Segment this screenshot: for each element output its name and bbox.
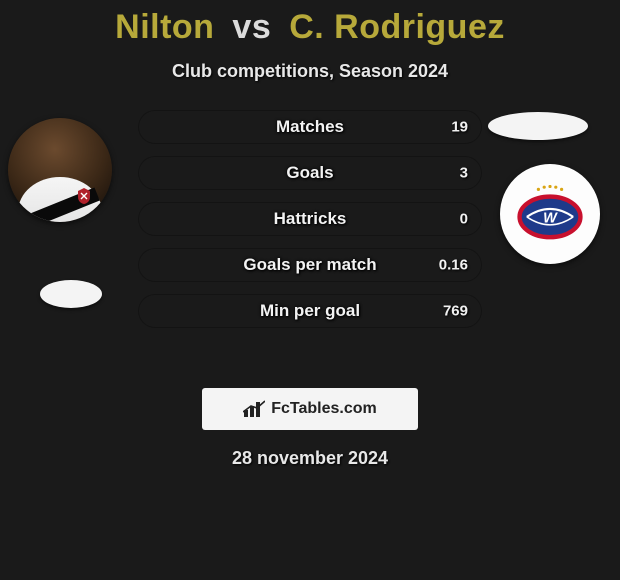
player-left-avatar [8, 118, 112, 222]
page-title: Nilton vs C. Rodriguez [0, 0, 620, 47]
watermark-text: FcTables.com [271, 400, 377, 418]
stat-label: Hattricks [274, 209, 347, 229]
stat-right-value: 3 [460, 165, 468, 182]
title-vs: vs [232, 8, 271, 46]
stat-right-value: 19 [451, 119, 468, 136]
watermark: FcTables.com [202, 388, 418, 430]
date: 28 november 2024 [0, 448, 620, 469]
bars-icon [243, 400, 265, 418]
stat-row: Goals 3 [138, 156, 482, 190]
stat-row: Min per goal 769 [138, 294, 482, 328]
player-left-club-badge [40, 280, 102, 308]
wilstermann-logo-icon: W [513, 185, 587, 243]
title-player2: C. Rodriguez [289, 8, 505, 46]
stat-right-value: 769 [443, 303, 468, 320]
shield-icon [78, 188, 90, 204]
stat-right-value: 0 [460, 211, 468, 228]
stat-label: Goals [286, 163, 333, 183]
stat-right-value: 0.16 [439, 257, 468, 274]
stat-row: Matches 19 [138, 110, 482, 144]
subtitle: Club competitions, Season 2024 [0, 61, 620, 82]
stat-row: Hattricks 0 [138, 202, 482, 236]
title-player1: Nilton [115, 8, 214, 46]
stat-label: Min per goal [260, 301, 360, 321]
player-right-avatar: W [500, 164, 600, 264]
stat-row: Goals per match 0.16 [138, 248, 482, 282]
stat-label: Goals per match [243, 255, 376, 275]
player-right-club-badge [488, 112, 588, 140]
stat-bars: Matches 19 Goals 3 Hattricks 0 Goals per… [138, 110, 482, 340]
comparison-arena: W Matches 19 Goals 3 Hattricks 0 Goals p… [0, 110, 620, 370]
stat-label: Matches [276, 117, 344, 137]
